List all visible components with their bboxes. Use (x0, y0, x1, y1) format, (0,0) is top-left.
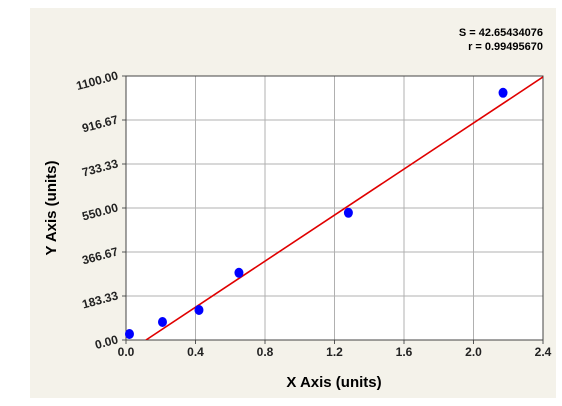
stat-s: S = 42.65434076 (459, 27, 543, 39)
y-tick-label: 0.00 (93, 332, 119, 352)
plot-border (125, 75, 544, 341)
data-point (124, 329, 134, 339)
x-tick-label: 2.4 (535, 345, 552, 359)
stat-r: r = 0.99495670 (468, 41, 543, 53)
x-tick-label: 1.6 (396, 345, 413, 359)
y-axis-title: Y Axis (units) (43, 160, 60, 255)
x-tick-label: 1.2 (326, 345, 343, 359)
fit-line (145, 76, 543, 340)
x-tick-label: 0.4 (187, 345, 204, 359)
data-point (234, 267, 244, 278)
x-tick-label: 2.0 (465, 345, 482, 359)
data-point (194, 305, 204, 315)
data-point (498, 87, 508, 98)
data-point (343, 207, 353, 218)
x-axis-title: X Axis (units) (286, 374, 381, 391)
x-tick-label: 0.8 (257, 345, 274, 359)
x-tick-label: 0.0 (118, 345, 135, 359)
data-point (157, 317, 167, 327)
